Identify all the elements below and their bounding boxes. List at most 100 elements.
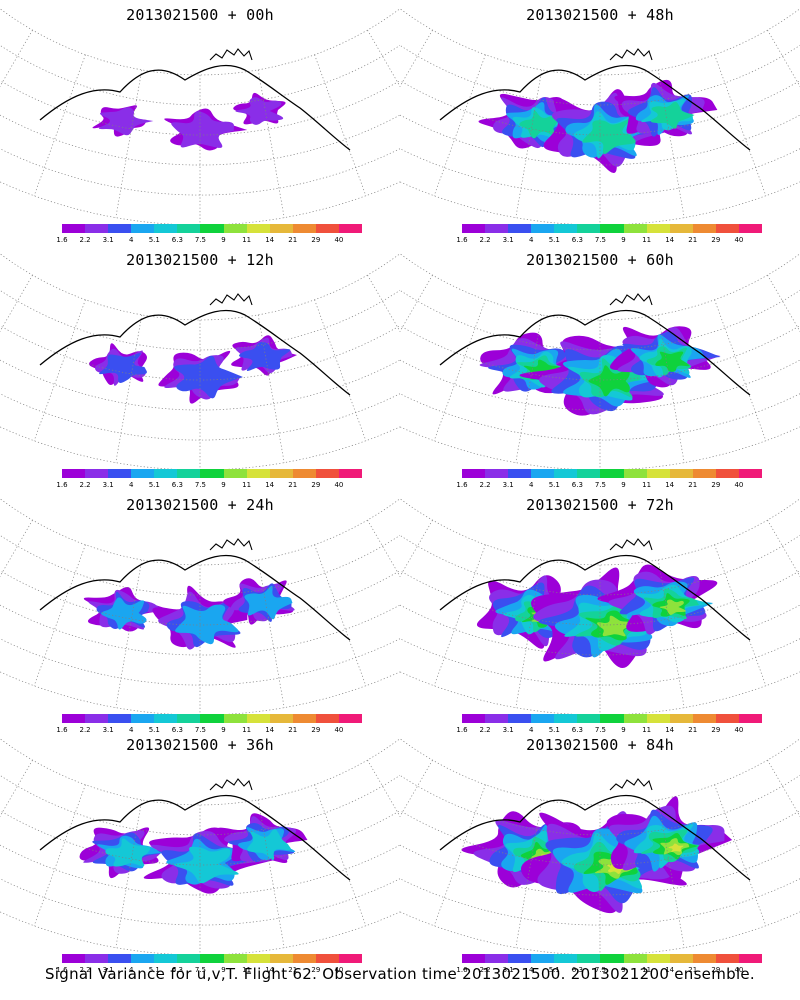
meridian-line: [314, 299, 367, 441]
latitude-line: [400, 810, 800, 866]
colorbar-segment: [577, 224, 601, 233]
meridian-line: [767, 759, 800, 818]
colorbar: [462, 224, 763, 233]
latitude-line: [0, 80, 400, 136]
variance-contour: [655, 351, 690, 372]
colorbar-label: 4: [528, 236, 534, 244]
colorbar-segment: [623, 714, 647, 723]
colorbar-segment: [246, 714, 270, 723]
colorbar-segment: [531, 224, 555, 233]
colorbar-label: 29: [711, 236, 721, 244]
colorbar-label: 14: [265, 236, 275, 244]
colorbar-segment: [269, 469, 293, 478]
colorbar-segment: [131, 469, 155, 478]
colorbar-segment: [131, 224, 155, 233]
colorbar-segment: [646, 469, 670, 478]
colorbar-segment: [623, 469, 647, 478]
colorbar-label: 21: [688, 966, 698, 974]
meridian-line: [33, 784, 86, 926]
variance-contour: [101, 597, 147, 630]
colorbar: [462, 469, 763, 478]
colorbar-segment: [338, 469, 363, 478]
colorbar-segment: [554, 469, 578, 478]
meridian-line: [115, 559, 143, 708]
colorbar-segment: [131, 714, 155, 723]
meridian-line: [0, 759, 33, 818]
colorbar-label: 9: [221, 236, 226, 244]
panel-title: 2013021500 + 36h: [126, 736, 274, 754]
latitude-line: [400, 359, 800, 411]
colorbar-label: 11: [242, 966, 252, 974]
colorbar-label: 14: [665, 481, 675, 489]
colorbar-label: 7.5: [594, 726, 607, 734]
arctic-islands: [609, 778, 653, 791]
colorbar-label: 14: [265, 726, 275, 734]
colorbar-label: 3.1: [502, 726, 514, 734]
coastline: [439, 794, 751, 881]
colorbar-segment: [292, 714, 316, 723]
colorbar-segment: [462, 714, 486, 723]
colorbar-segment: [669, 714, 693, 723]
colorbar-label: 29: [311, 726, 321, 734]
colorbar-label: 5.1: [548, 966, 560, 974]
colorbar-label: 2.2: [79, 236, 91, 244]
meridian-line: [767, 274, 800, 333]
colorbar-label: 4: [528, 481, 534, 489]
colorbar-segment: [246, 224, 270, 233]
colorbar-segment: [577, 714, 601, 723]
variance-contour: [597, 615, 632, 637]
colorbar-label: 6.3: [171, 966, 183, 974]
meridian-line: [314, 544, 367, 686]
colorbar-segment: [292, 224, 316, 233]
colorbar-labels: 1.6 2.2 3.1 4 5.1 6.3 7.5 9 11 14 21 29 40: [456, 481, 769, 491]
colorbar-labels: 1.6 2.2 3.1 4 5.1 6.3 7.5 9 11 14 21 29 40: [56, 481, 369, 491]
latitude-line: [0, 570, 400, 626]
polar-map: [0, 253, 400, 471]
colorbar-label: 6.3: [571, 966, 583, 974]
colorbar-segment: [177, 954, 201, 963]
latitude-line: [0, 359, 400, 411]
colorbar-label: 6.3: [571, 236, 583, 244]
meridian-line: [0, 519, 33, 578]
colorbar-segment: [600, 954, 624, 963]
arctic-islands: [209, 48, 253, 61]
meridian-line: [515, 314, 543, 463]
meridian-line: [714, 544, 767, 686]
variance-contour: [175, 604, 239, 645]
colorbar-segment: [485, 224, 509, 233]
colorbar-segment: [177, 224, 201, 233]
colorbar-segment: [177, 714, 201, 723]
variance-contour: [99, 353, 147, 383]
colorbar-segment: [485, 714, 509, 723]
colorbar-label: 1.6: [56, 236, 68, 244]
colorbar-segment: [600, 714, 624, 723]
colorbar-segment: [692, 954, 716, 963]
colorbar-label: 3.1: [502, 236, 514, 244]
colorbar-segment: [200, 224, 224, 233]
meridian-line: [257, 69, 285, 218]
colorbar-label: 11: [242, 236, 252, 244]
coastline: [39, 309, 351, 396]
colorbar: [62, 469, 363, 478]
colorbar-label: 2.2: [479, 966, 491, 974]
colorbar-segment: [154, 714, 178, 723]
meridian-line: [257, 559, 285, 708]
colorbar-label: 6.3: [171, 481, 183, 489]
colorbar-segment: [200, 954, 224, 963]
colorbar-label: 40: [734, 481, 744, 489]
colorbar-segment: [62, 224, 86, 233]
colorbar-label: 21: [288, 236, 298, 244]
colorbar-label: 6.3: [571, 726, 583, 734]
latitude-line: [400, 844, 800, 896]
variance-contour: [668, 843, 684, 853]
colorbar-label: 3.1: [102, 236, 114, 244]
colorbar-segment: [269, 954, 293, 963]
colorbar-segment: [600, 224, 624, 233]
arctic-islands: [609, 538, 653, 551]
colorbar-label: 29: [711, 481, 721, 489]
arctic-islands: [209, 538, 253, 551]
colorbar-label: 40: [334, 726, 344, 734]
colorbar-label: 5.1: [148, 481, 160, 489]
colorbar-segment: [62, 954, 86, 963]
